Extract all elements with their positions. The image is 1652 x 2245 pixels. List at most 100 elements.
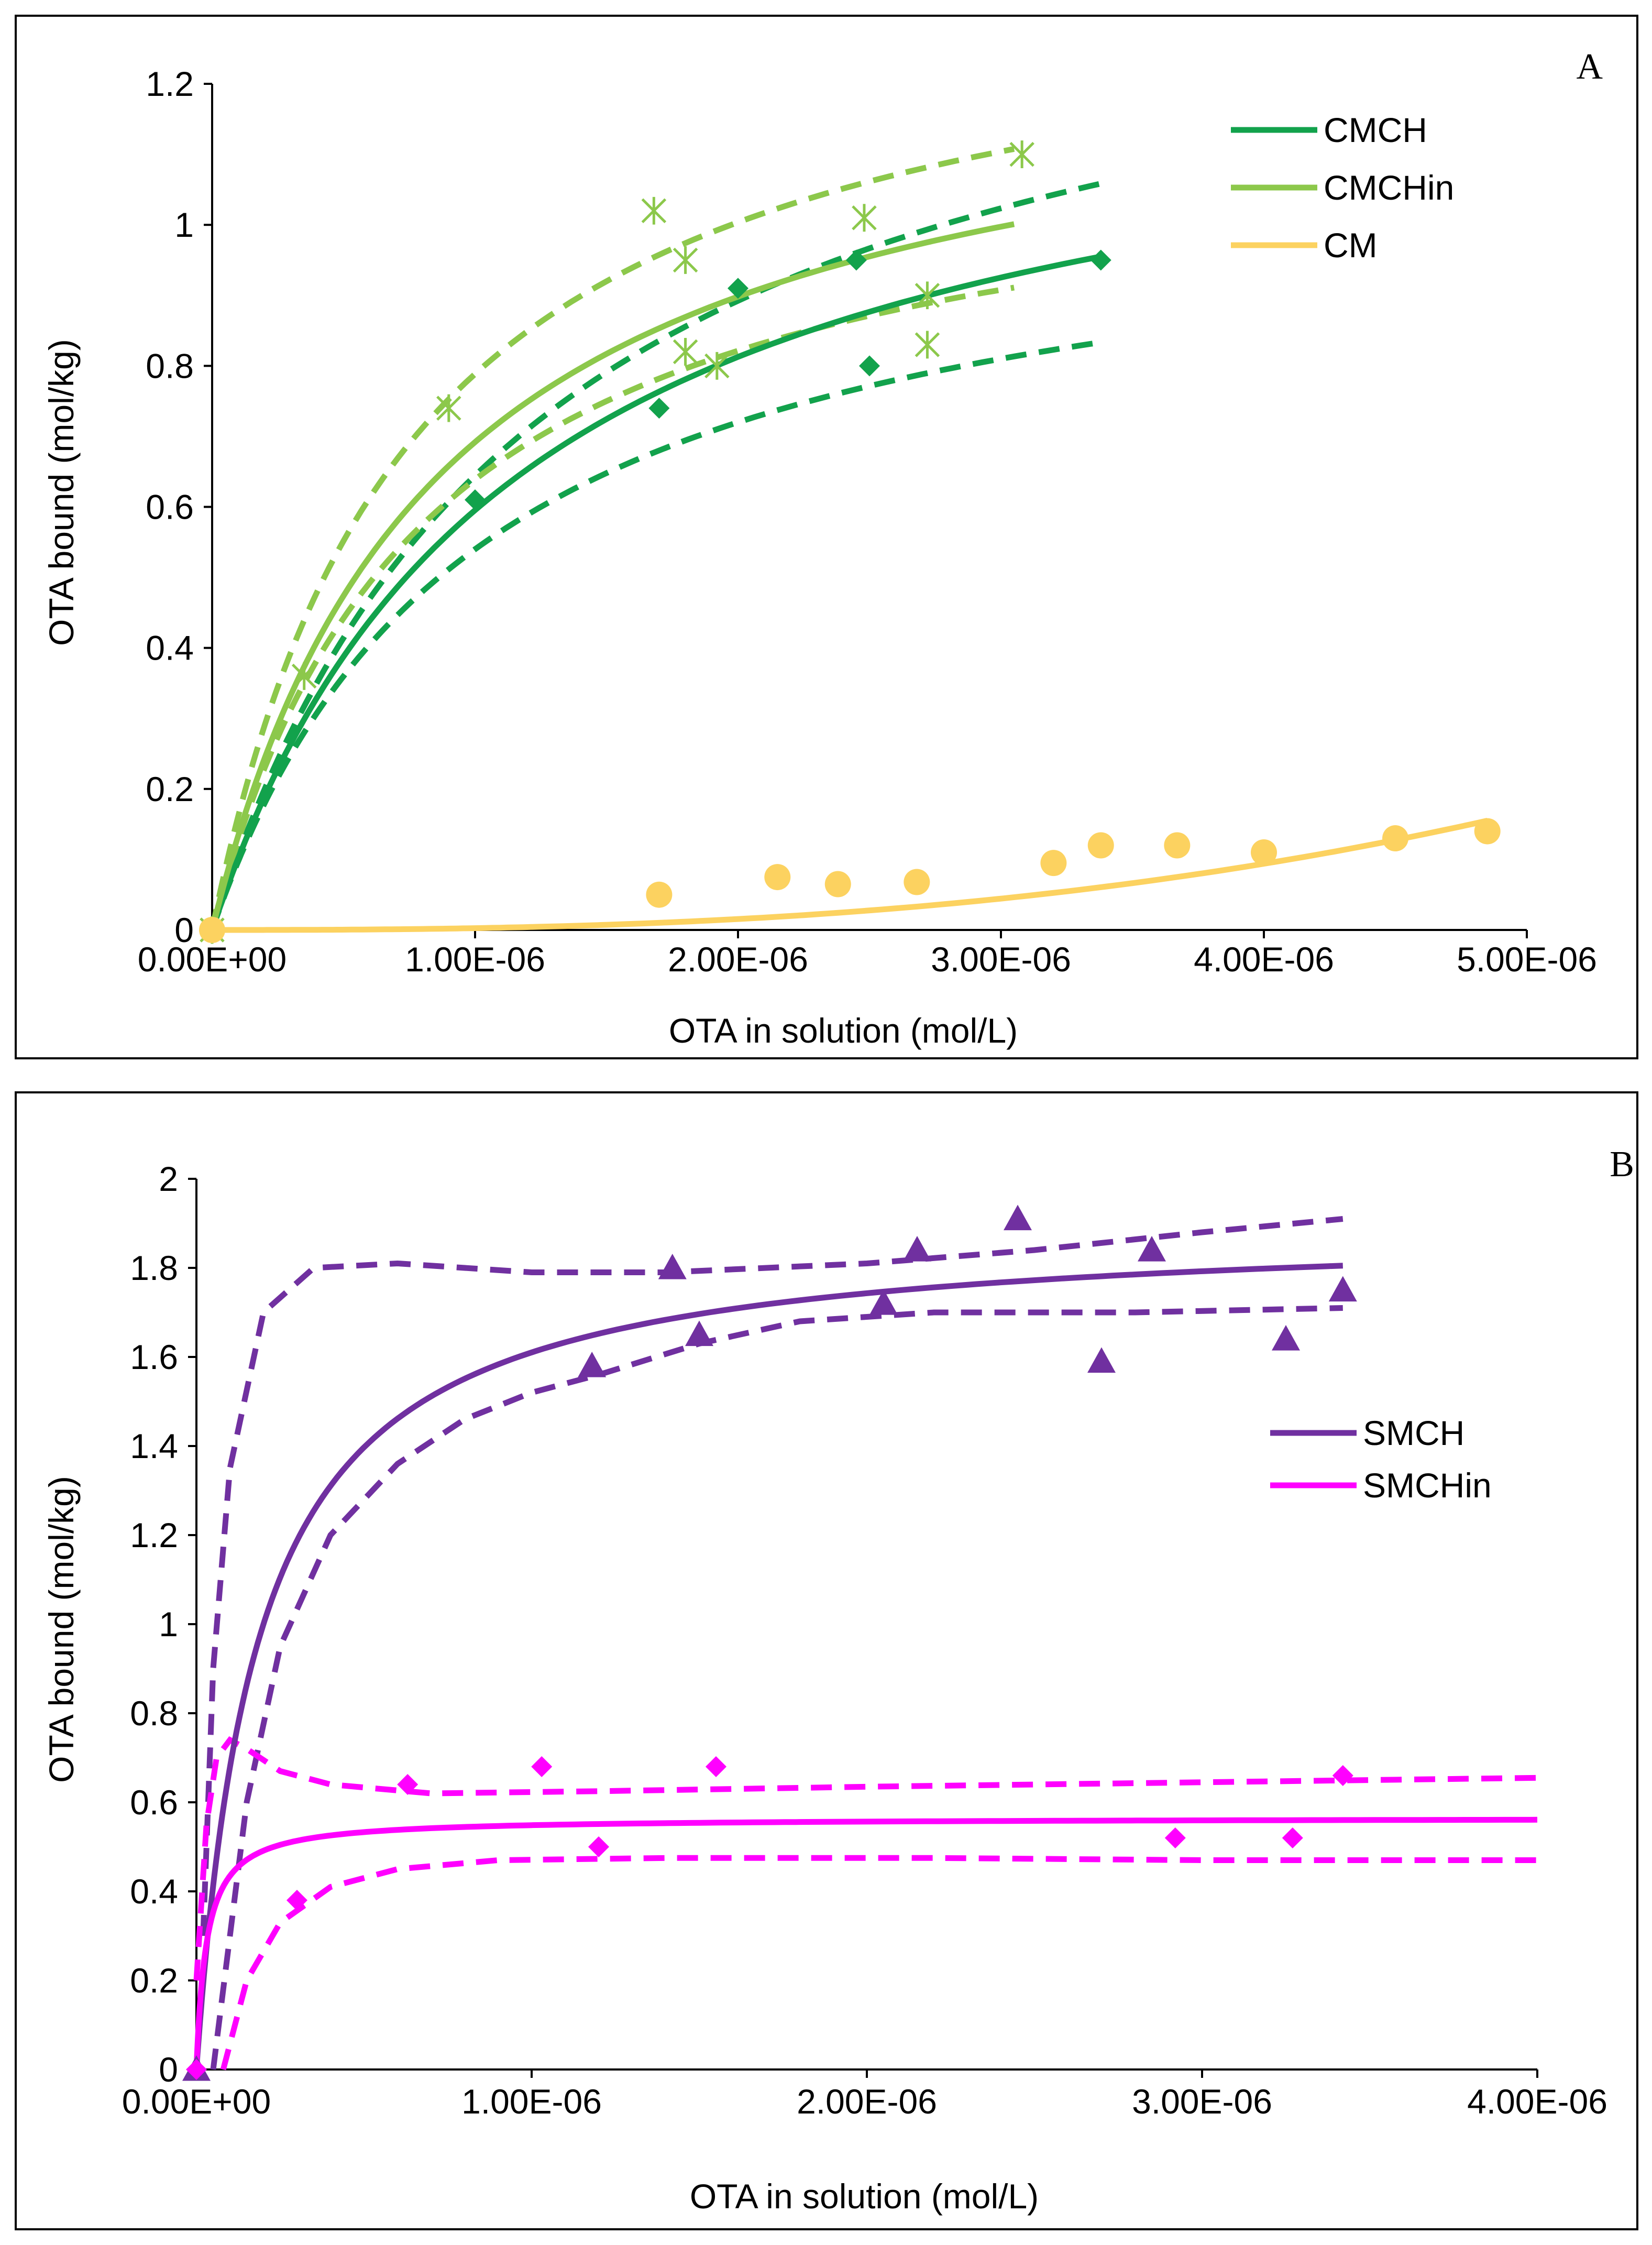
smchin-fit-line: [193, 1816, 1538, 2070]
smchin-data-point: [706, 1756, 726, 1777]
cmchin-data-point: [915, 331, 940, 359]
panel-a-label: A: [1576, 47, 1603, 87]
panel-a-plot-area: 0 0.2 0.4 0.6 0.8 1 1.2 0.00E+00 1.00E-06 2.00E-0…: [138, 64, 1597, 979]
x-tick-label: 4.00E-06: [1467, 2082, 1607, 2121]
cm-data-point: [1040, 850, 1067, 877]
smchin-data-point: [1332, 1765, 1353, 1786]
smchin-confidence-band-lower: [220, 1855, 1537, 2071]
cmch-data-point: [728, 278, 748, 299]
y-tick-label: 0.2: [146, 770, 194, 808]
panel-b-label: B: [1610, 1144, 1634, 1185]
x-tick-label: 4.00E-06: [1194, 940, 1334, 979]
cmchin-data-point: [704, 352, 730, 380]
legend: SMCH SMCHin: [1270, 1414, 1492, 1505]
y-tick-label: 0.8: [146, 346, 194, 385]
y-tick-label: 1.6: [130, 1338, 178, 1376]
legend-label-cmchin: CMCHin: [1324, 168, 1454, 207]
cm-data-point: [764, 864, 791, 891]
cmchin-fit-line: [209, 221, 1015, 932]
y-tick-label: 0.4: [130, 1872, 178, 1911]
x-tick-label: 0.00E+00: [138, 940, 287, 979]
legend: CMCH CMCHin CM: [1231, 111, 1454, 265]
panel-b: 0 0.2 0.4 0.6 0.8 1 1.2 1.4 1.6 1.8 2 0.00E+00 1.00E…: [15, 1091, 1638, 2230]
cmchin-data-point: [641, 196, 667, 225]
smch-data-point: [1272, 1325, 1300, 1351]
panel-a: 0 0.2 0.4 0.6 0.8 1 1.2 0.00E+00 1.00E-06 2.00E-0…: [15, 15, 1638, 1059]
x-tick-label: 3.00E-06: [931, 940, 1071, 979]
y-tick-label: 0.4: [146, 629, 194, 667]
x-tick-label: 3.00E-06: [1132, 2082, 1272, 2121]
smch-data-point: [1004, 1204, 1032, 1231]
cm-data-point: [646, 881, 673, 908]
cm-fit-line: [212, 818, 1488, 933]
cm-data-point: [1087, 832, 1114, 859]
cmchin-data-point: [852, 204, 877, 232]
y-tick-label: 0.6: [146, 488, 194, 527]
cmch-data-point: [648, 398, 670, 419]
panel-b-frame: [15, 1091, 1638, 2230]
panel-a-x-axis-title: OTA in solution (mol/L): [669, 1011, 1018, 1050]
legend-label-smchin: SMCHin: [1363, 1466, 1492, 1505]
x-tick-label: 2.00E-06: [797, 2082, 937, 2121]
cmchin-data-point: [436, 394, 461, 422]
cm-data-point: [1382, 825, 1408, 852]
y-tick-label: 2: [159, 1159, 178, 1198]
y-tick-label: 1.2: [130, 1516, 178, 1554]
y-tick-label: 0.6: [130, 1783, 178, 1822]
smch-data-point: [1328, 1276, 1357, 1302]
smchin-data-point: [588, 1836, 609, 1857]
legend-label-cm: CM: [1324, 226, 1378, 265]
y-tick-label: 1: [159, 1605, 178, 1644]
cmchin-data-point: [915, 281, 940, 310]
legend-label-smch: SMCH: [1363, 1414, 1464, 1452]
panel-b-y-axis-title: OTA bound (mol/kg): [42, 1476, 81, 1783]
smch-data-point: [903, 1236, 931, 1262]
panel-b-x-axis-title: OTA in solution (mol/L): [690, 2177, 1039, 2216]
panel-a-y-axis-title: OTA bound (mol/kg): [42, 339, 81, 646]
smch-fit-line: [193, 1263, 1343, 2070]
cmchin-data-point: [291, 662, 317, 690]
cm-data-point: [904, 869, 930, 895]
cmchin-confidence-band-upper: [209, 146, 1015, 931]
cmch-fit-line: [209, 254, 1102, 932]
smch-data-point: [1087, 1347, 1116, 1373]
smchin-data-point: [397, 1774, 418, 1795]
x-tick-label: 1.00E-06: [405, 940, 545, 979]
cm-data-point: [199, 917, 225, 943]
cmchin-data-point: [1009, 140, 1034, 168]
y-tick-label: 0.8: [130, 1694, 178, 1733]
y-tick-label: 1.4: [130, 1427, 178, 1465]
x-tick-label: 0.00E+00: [122, 2082, 271, 2121]
smchin-data-point: [186, 2059, 207, 2080]
cmch-data-point: [1090, 249, 1111, 271]
smchin-confidence-band-upper: [193, 1736, 1538, 1981]
y-tick-label: 1: [174, 205, 194, 244]
legend-label-cmch: CMCH: [1324, 111, 1427, 149]
smch-data-point: [685, 1320, 713, 1346]
y-tick-label: 0.2: [130, 1961, 178, 2000]
y-tick-label: 0: [174, 911, 194, 949]
y-tick-label: 0: [159, 2050, 178, 2089]
x-tick-label: 1.00E-06: [461, 2082, 602, 2121]
smch-data-point: [578, 1352, 607, 1377]
y-tick-label: 1.2: [146, 64, 194, 103]
cm-data-point: [1251, 839, 1277, 866]
cmch-data-point: [845, 249, 867, 271]
cmchin-data-point: [673, 338, 698, 366]
cm-data-point: [1474, 818, 1501, 845]
cmch-data-point: [465, 489, 486, 511]
smchin-data-point: [1282, 1827, 1303, 1848]
smch-confidence-band-upper: [200, 1216, 1343, 1936]
smchin-data-point: [531, 1756, 553, 1777]
smch-data-point: [1138, 1236, 1166, 1262]
x-tick-label: 2.00E-06: [668, 940, 808, 979]
y-tick-label: 1.8: [130, 1249, 178, 1287]
smch-confidence-band-lower: [210, 1305, 1343, 2070]
cm-data-point: [824, 871, 851, 897]
smchin-data-point: [1164, 1827, 1186, 1848]
smchin-data-point: [287, 1890, 307, 1911]
cmchin-data-point: [673, 246, 698, 274]
panel-b-plot-area: 0 0.2 0.4 0.6 0.8 1 1.2 1.4 1.6 1.8 2 0.00E+00 1.00E…: [122, 1159, 1607, 2121]
cmch-data-point: [859, 355, 880, 377]
